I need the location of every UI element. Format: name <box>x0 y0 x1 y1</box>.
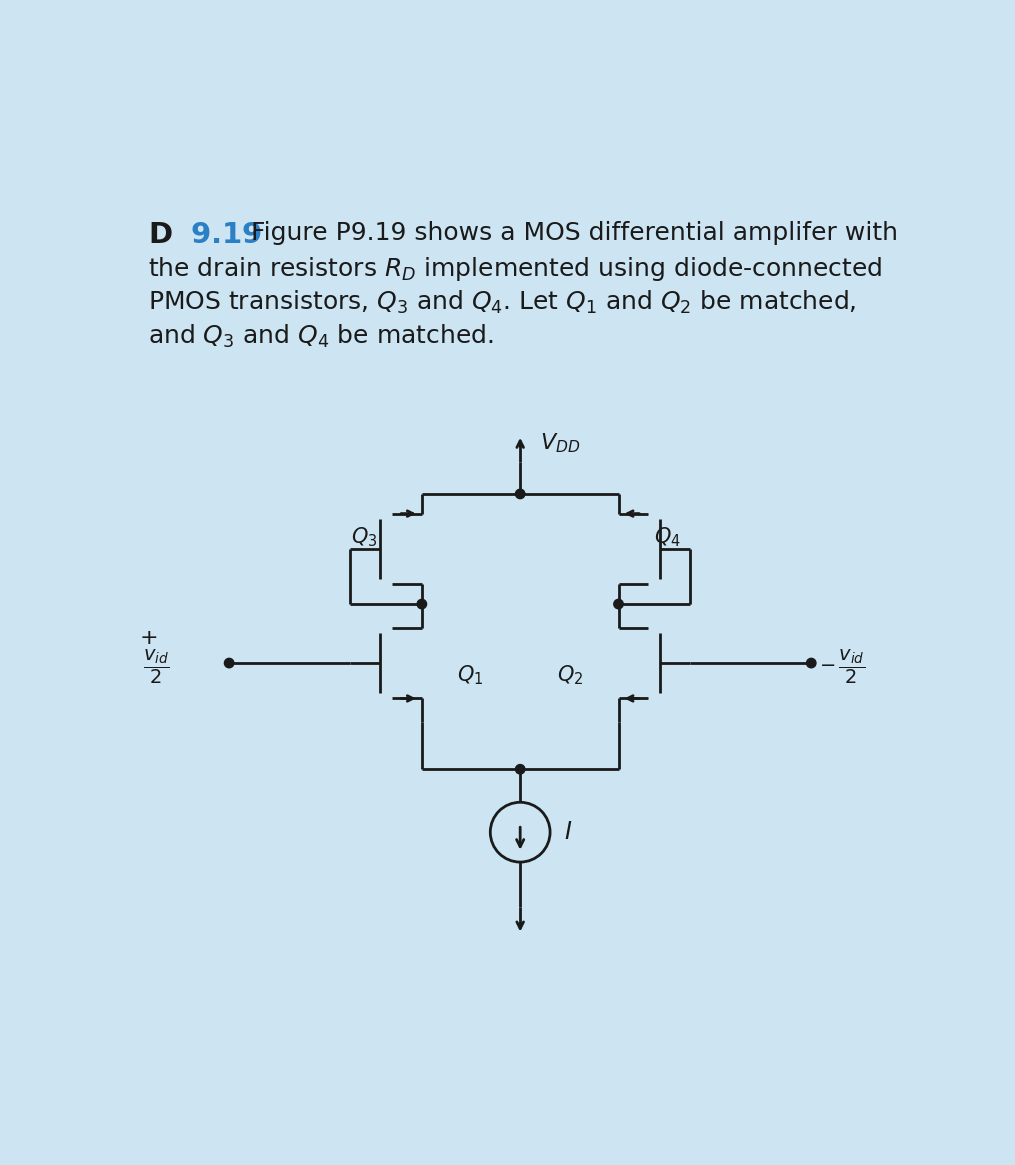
Text: $Q_1$: $Q_1$ <box>457 663 483 686</box>
Text: $Q_4$: $Q_4$ <box>654 525 681 549</box>
Text: $-\,\dfrac{v_{id}}{2}$: $-\,\dfrac{v_{id}}{2}$ <box>819 648 865 686</box>
Text: $\mathbf{9.19}$: $\mathbf{9.19}$ <box>190 221 262 249</box>
Text: Figure P9.19 shows a MOS differential amplifer with: Figure P9.19 shows a MOS differential am… <box>251 221 898 245</box>
Text: $Q_2$: $Q_2$ <box>557 663 583 686</box>
Text: $Q_3$: $Q_3$ <box>351 525 378 549</box>
Circle shape <box>516 489 525 499</box>
Text: $V_{DD}$: $V_{DD}$ <box>540 431 581 454</box>
Text: and $Q_3$ and $Q_4$ be matched.: and $Q_3$ and $Q_4$ be matched. <box>148 323 493 350</box>
Text: $\mathbf{D}$: $\mathbf{D}$ <box>148 221 173 249</box>
Circle shape <box>516 764 525 774</box>
Circle shape <box>417 599 426 609</box>
Circle shape <box>224 658 233 668</box>
Text: the drain resistors $R_D$ implemented using diode-connected: the drain resistors $R_D$ implemented us… <box>148 255 882 283</box>
Text: $+$: $+$ <box>139 628 157 648</box>
Circle shape <box>614 599 623 609</box>
Text: $I$: $I$ <box>564 820 572 845</box>
Circle shape <box>807 658 816 668</box>
Text: $\dfrac{v_{id}}{2}$: $\dfrac{v_{id}}{2}$ <box>142 648 170 686</box>
Text: PMOS transistors, $Q_3$ and $Q_4$. Let $Q_1$ and $Q_2$ be matched,: PMOS transistors, $Q_3$ and $Q_4$. Let $… <box>148 289 857 316</box>
